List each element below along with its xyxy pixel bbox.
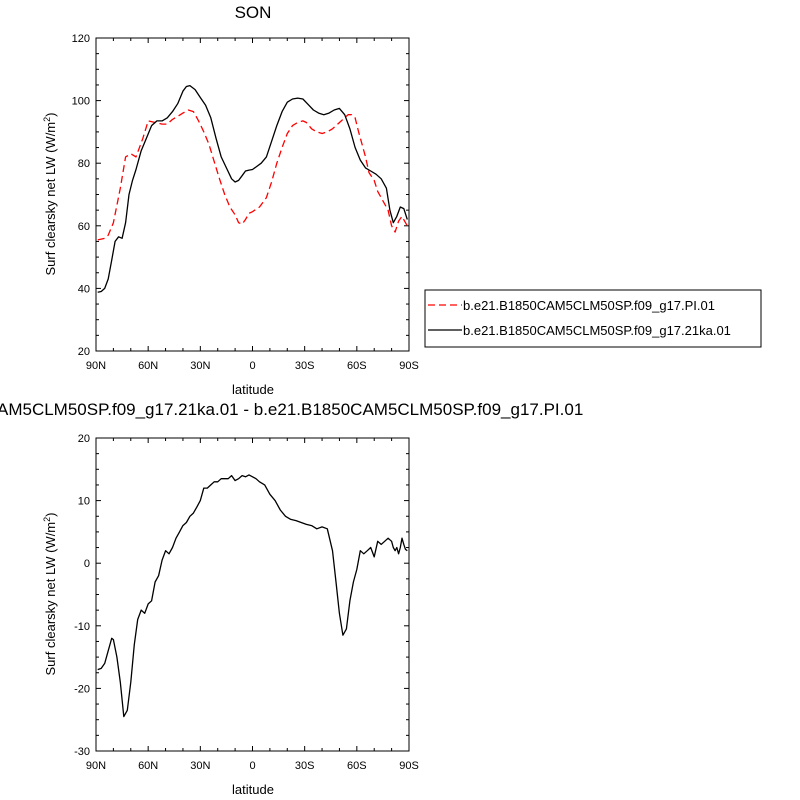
bottom-x-axis-label: latitude [232,782,274,797]
bottom-x-tick-label: 90S [399,760,419,772]
bottom-x-axis: 90N 60N 30N 0 30S 60S 90S [86,438,419,772]
bottom-y-axis-label: Surf clearsky net LW (W/m2) [42,513,58,676]
top-x-axis: 90N 60N 30N 0 30S 60S 90S [86,38,419,372]
bottom-series-line-1 [97,474,408,718]
top-x-tick-label: 90S [399,360,419,372]
top-x-axis-label: latitude [232,382,274,397]
top-y-tick-label: 40 [78,283,90,295]
top-y-tick-label: 80 [78,158,90,170]
top-x-tick-label: 0 [249,360,255,372]
bottom-plot-frame [95,437,410,752]
top-x-tick-label: 60N [138,360,158,372]
bottom-y-axis-label-superscript: 2 [42,517,52,522]
bottom-y-tick-label: -20 [74,683,90,695]
bottom-y-axis: -30 -20 -10 0 10 20 [74,433,409,758]
bottom-y-tick-label: 20 [78,433,90,445]
legend-label-series-1: b.e21.B1850CAM5CLM50SP.f09_g17.PI.01 [463,298,715,313]
legend-frame [424,289,762,348]
top-y-axis-label: Surf clearsky net LW (W/m2) [42,113,58,276]
top-x-tick-label: 90N [86,360,106,372]
bottom-panel: AM5CLM50SP.f09_g17.21ka.01 - b.e21.B1850… [0,400,583,797]
top-chart-title: SON [235,3,272,22]
bottom-x-tick-label: 60S [347,760,367,772]
top-plot-frame [95,37,410,352]
bottom-series-lines [97,474,408,718]
top-x-tick-label: 30S [295,360,315,372]
bottom-x-tick-label: 30N [190,760,210,772]
bottom-y-axis-label-close: ) [43,513,58,517]
top-y-axis-label-superscript: 2 [42,117,52,122]
bottom-y-axis-label-text: Surf clearsky net LW (W/m [43,522,58,676]
bottom-y-tick-label: 0 [84,558,90,570]
top-y-axis-label-close: ) [43,113,58,117]
legend-label-series-2: b.e21.B1850CAM5CLM50SP.f09_g17.21ka.01 [463,323,731,338]
top-y-axis: 20 40 60 80 100 120 [72,33,409,358]
bottom-y-tick-label: -10 [74,621,90,633]
bottom-x-tick-label: 60N [138,760,158,772]
top-panel: SON 20 40 60 80 100 120 90N 60N 30N 0 30S 60S 90S S… [42,3,762,397]
top-series-line-2 [97,84,408,293]
top-y-tick-label: 100 [72,96,90,108]
top-y-tick-label: 20 [78,346,90,358]
bottom-x-tick-label: 90N [86,760,106,772]
bottom-x-tick-label: 30S [295,760,315,772]
bottom-y-tick-label: 10 [78,496,90,508]
top-y-tick-label: 60 [78,221,90,233]
top-series-line-1 [97,109,408,241]
top-x-tick-label: 60S [347,360,367,372]
top-x-tick-label: 30N [190,360,210,372]
top-series-lines [97,84,408,293]
top-y-axis-label-text: Surf clearsky net LW (W/m [43,122,58,276]
bottom-chart-title: AM5CLM50SP.f09_g17.21ka.01 - b.e21.B1850… [0,400,583,419]
bottom-y-tick-label: -30 [74,746,90,758]
top-legend: b.e21.B1850CAM5CLM50SP.f09_g17.PI.01 b.e… [424,289,762,348]
bottom-x-tick-label: 0 [249,760,255,772]
top-y-tick-label: 120 [72,33,90,45]
